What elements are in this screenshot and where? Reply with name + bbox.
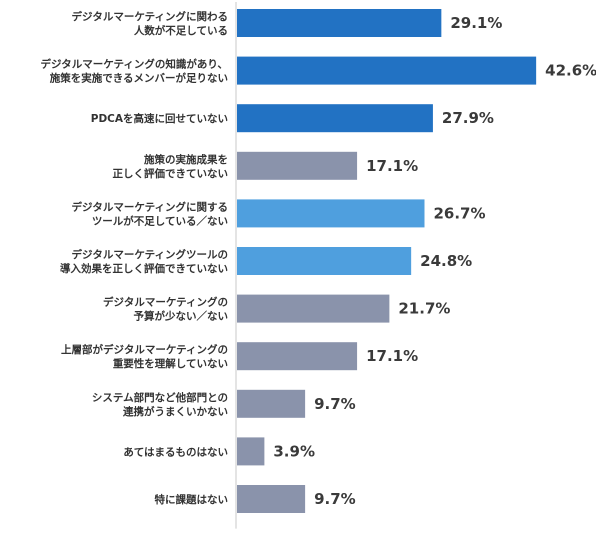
bar-6 [237,247,412,275]
value-label-10: 3.9% [273,442,315,460]
category-label-9-line-1: システム部門など他部門との [92,391,228,404]
category-label-2-line-2: 施策を実施できるメンバーが足りない [50,72,228,85]
category-label-8-line-1: 上層部がデジタルマーケティングの [61,343,228,356]
category-labels: デジタルマーケティングに関わる人数が不足しているデジタルマーケティングの知識があ… [40,10,228,506]
bars [237,9,537,513]
category-label-10-line-1: あてはまるものはない [123,445,228,458]
value-label-1: 29.1% [450,14,502,32]
value-label-9: 9.7% [314,395,356,413]
category-label-9-line-2: 連携がうまくいかない [123,405,228,418]
category-label-2-line-1: デジタルマーケティングの知識があり、 [40,58,228,71]
value-label-2: 42.6% [545,62,596,80]
value-label-3: 27.9% [442,109,494,127]
bar-9 [237,389,306,418]
category-label-6-line-1: デジタルマーケティングツールの [72,248,228,261]
value-label-6: 24.8% [420,252,472,270]
bar-5 [237,199,425,228]
bar-3 [237,104,433,133]
category-label-5-line-1: デジタルマーケティングに関する [72,200,228,213]
value-label-4: 17.1% [366,157,418,175]
value-label-8: 17.1% [366,347,418,365]
value-label-7: 21.7% [398,300,450,318]
category-label-4-line-1: 施策の実施成果を [144,153,228,166]
bar-7 [237,294,390,323]
category-label-4-line-2: 正しく評価できていない [113,167,229,180]
bar-11 [237,485,306,513]
category-label-6-line-2: 導入効果を正しく評価できていない [60,262,228,275]
category-label-1-line-1: デジタルマーケティングに関わる [72,10,228,23]
bar-2 [237,56,537,85]
value-label-11: 9.7% [314,490,356,508]
bar-1 [237,9,442,37]
category-label-3-line-1: PDCAを高速に回せていない [91,112,228,125]
value-labels: 29.1% 42.6% 27.9% 17.1% 26.7% 24.8% 21.7% 17.1%… [273,14,596,508]
value-label-5: 26.7% [433,204,485,222]
bar-4 [237,151,358,180]
category-label-5-line-2: ツールが不足している／ない [92,214,228,227]
bar-10 [237,437,265,466]
category-label-11-line-1: 特に課題はない [155,493,229,506]
category-label-8-line-2: 重要性を理解していない [113,357,228,370]
bar-8 [237,342,358,371]
category-label-7-line-1: デジタルマーケティングの [103,296,228,309]
category-label-7-line-2: 予算が少ない／ない [134,310,229,323]
category-label-1-line-2: 人数が不足している [134,24,228,37]
